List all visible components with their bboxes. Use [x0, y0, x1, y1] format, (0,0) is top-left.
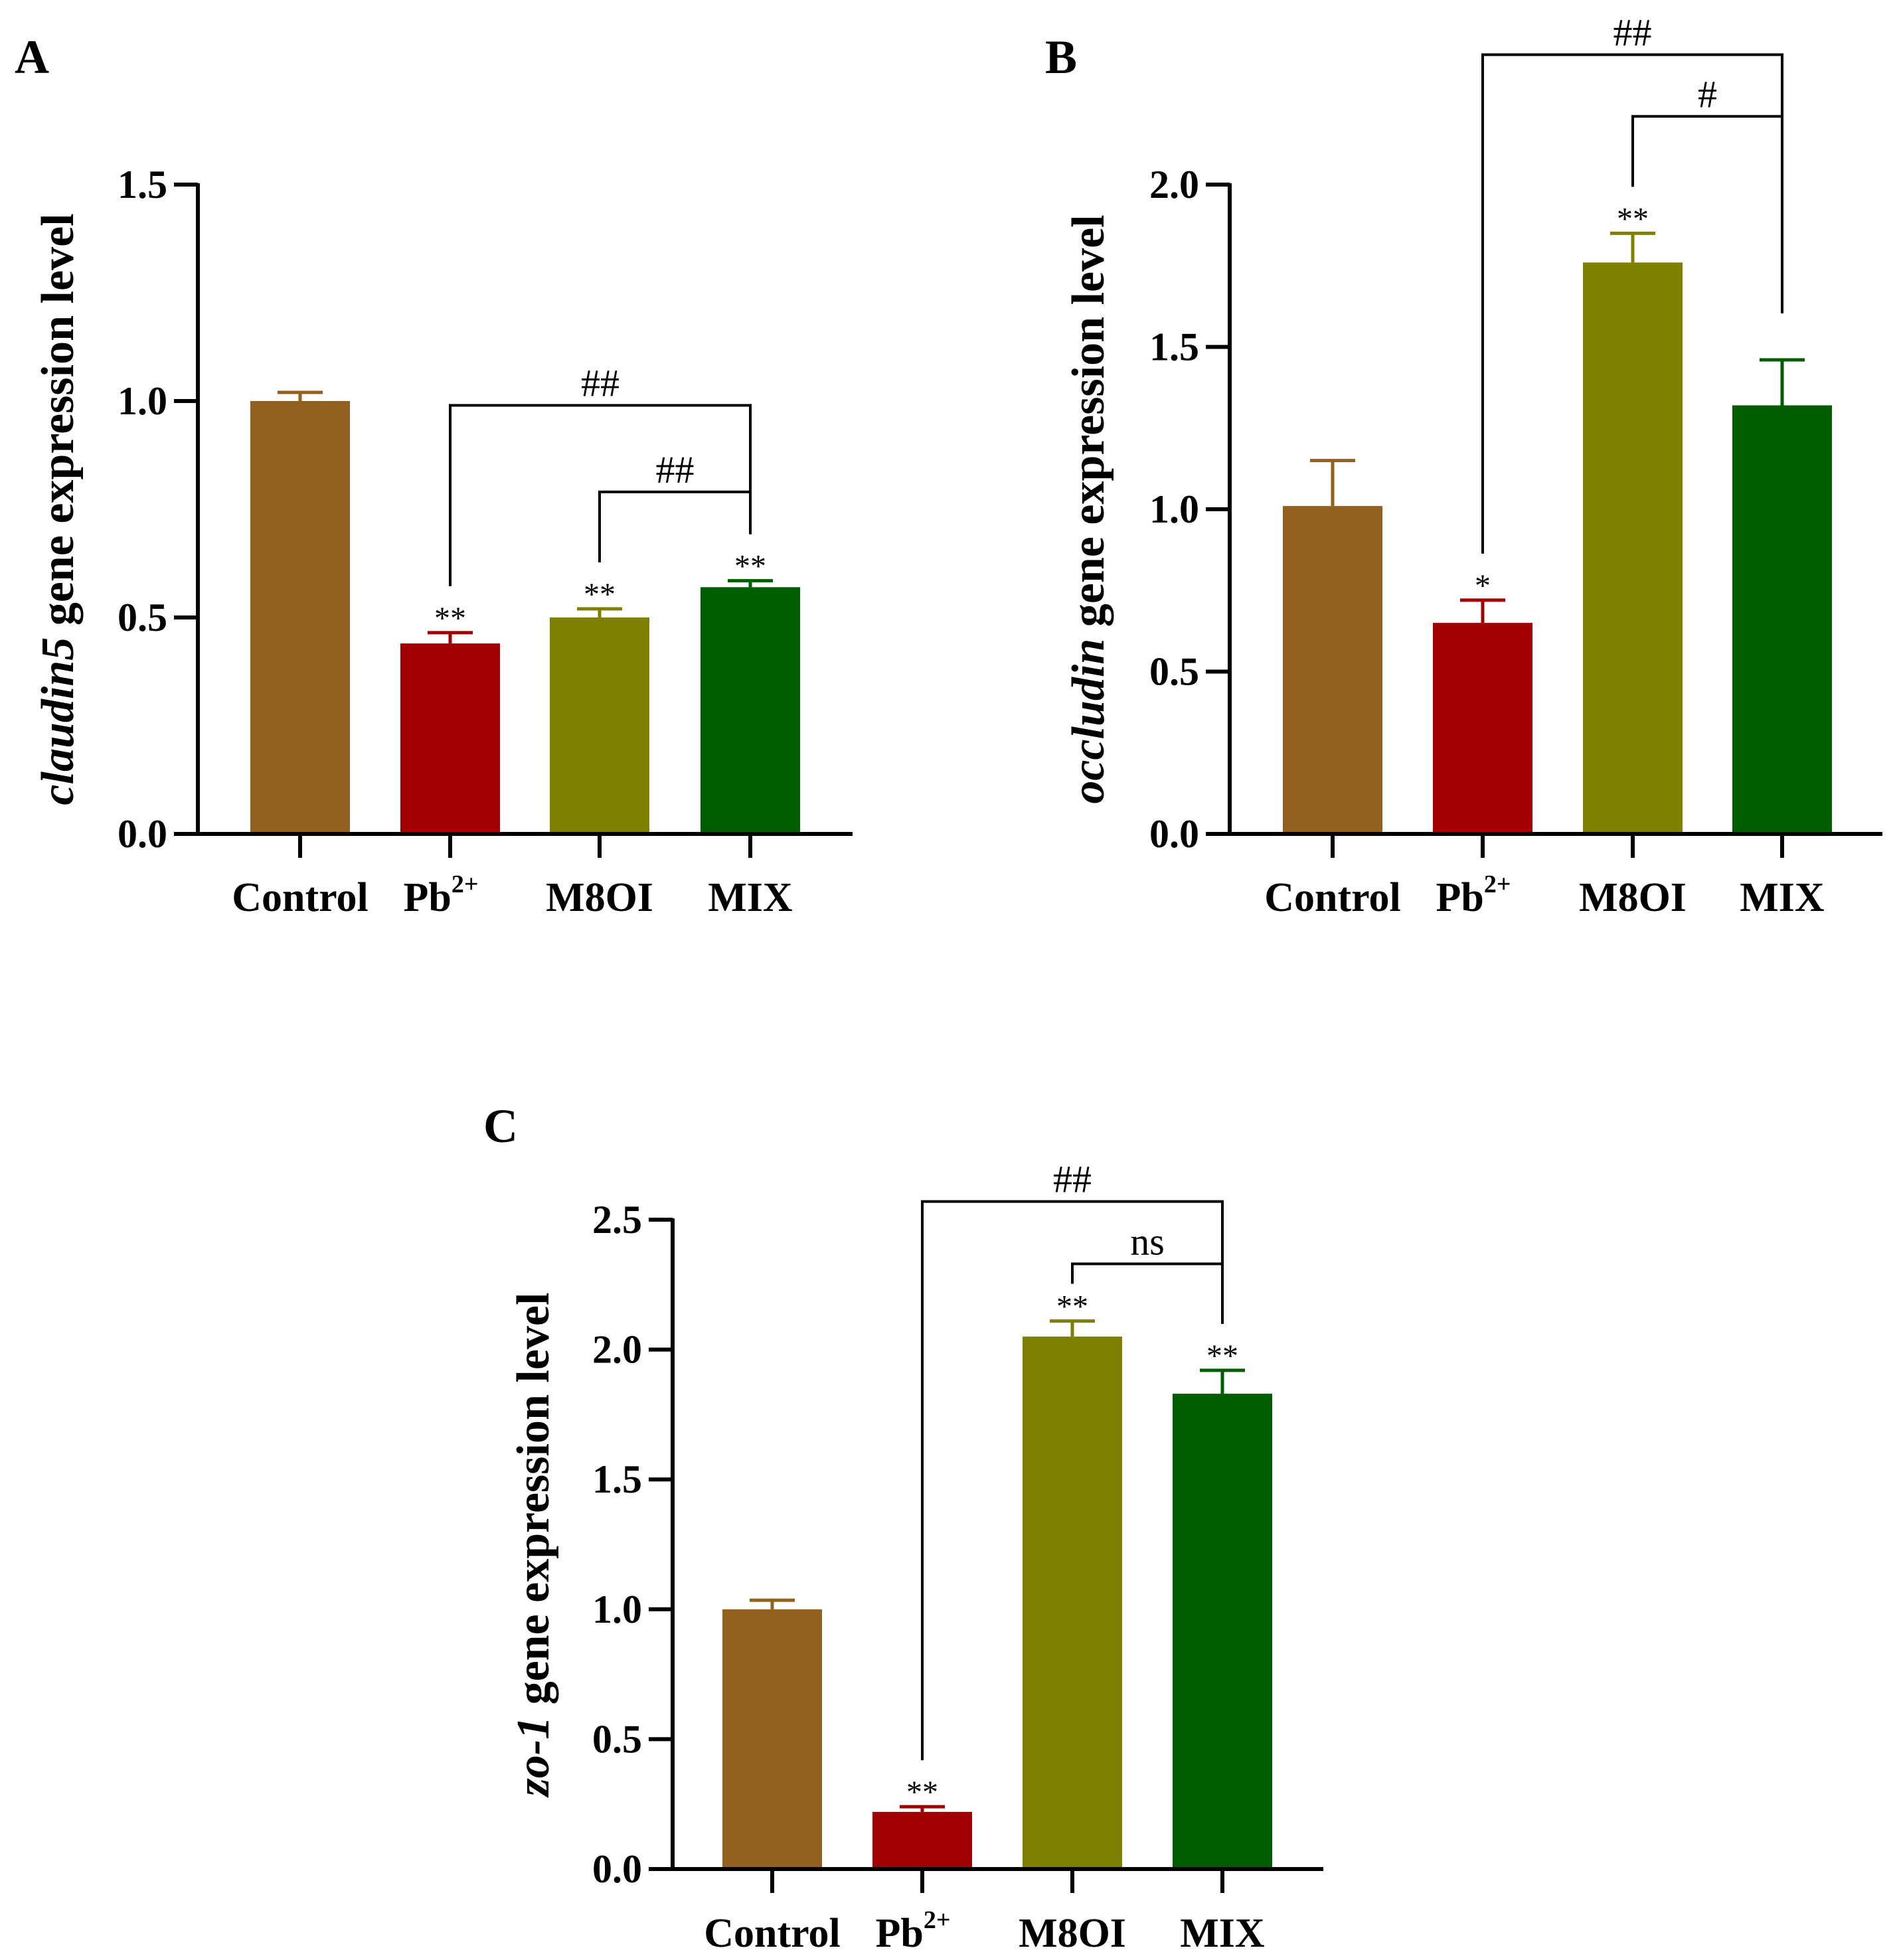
panel-c-letter: C: [483, 1100, 518, 1153]
panel-c-category-label-control: Control: [704, 1911, 841, 1956]
panel-c-category-text: Pb: [875, 1911, 923, 1956]
panel-b-category-label-mix: MIX: [1740, 875, 1825, 920]
panel-b-comparison-label-1: ##: [1613, 11, 1652, 54]
panel-b-comparison-label-2: #: [1698, 72, 1717, 116]
panel-c-bar-m8oi: [1023, 1337, 1122, 1869]
panel-b-y-tick-label: 1.0: [1149, 487, 1199, 531]
panel-b-y-tick-label: 0.0: [1149, 812, 1199, 856]
panel-a-y-tick-label: 0.5: [118, 596, 167, 639]
panel-a-y-tick-label: 0.0: [118, 812, 167, 856]
panel-a-category-text: M8OI: [546, 875, 653, 920]
panel-b-category-label-pb: Pb2+: [1436, 870, 1511, 920]
panel-c-category-superscript: 2+: [924, 1906, 951, 1934]
panel-a-y-tick-label: 1.0: [118, 379, 167, 423]
panel-b-bar-control: [1283, 506, 1382, 834]
panel-a-category-text: Pb: [403, 875, 451, 920]
panel-c-comparison-label-1: ##: [1053, 1158, 1092, 1201]
panel-c-y-tick-label: 1.5: [592, 1457, 642, 1501]
panel-c-y-axis-label: zo-1 gene expression level: [508, 1293, 559, 1798]
panel-b-y-tick-label: 0.5: [1149, 650, 1199, 694]
panel-a-bar-pb: [400, 643, 500, 834]
panel-b-category-superscript: 2+: [1484, 870, 1511, 898]
panel-a-category-label-mix: MIX: [708, 875, 793, 920]
panel-c-comparison-bracket-2: [1071, 1262, 1224, 1324]
panel-c-y-tick-label: 1.0: [592, 1588, 642, 1631]
panel-b-bar-m8oi: [1583, 262, 1683, 834]
panel-c-bar-pb: [872, 1811, 972, 1869]
panel-b-significance-pb: *: [1475, 568, 1491, 604]
panel-b-bar-mix: [1732, 405, 1832, 834]
panel-b-category-text: Pb: [1436, 875, 1483, 920]
panel-c-significance-mix: **: [1206, 1339, 1238, 1374]
panel-a-bar-m8oi: [550, 617, 649, 834]
panel-a-significance-mix: **: [734, 549, 766, 584]
panel-a-comparison-bracket-1: [449, 404, 752, 586]
panel-a-significance-pb: **: [434, 601, 466, 636]
panel-c-significance-m8oi: **: [1056, 1289, 1088, 1325]
panel-c-category-label-m8oi: M8OI: [1019, 1911, 1126, 1956]
panel-b-bar-pb: [1433, 623, 1532, 834]
panel-a-significance-m8oi: **: [584, 577, 616, 612]
panel-c-category-text: Control: [704, 1911, 841, 1956]
panel-a-comparison-label-2: ##: [656, 448, 695, 491]
panel-c-y-tick-label: 2.0: [592, 1328, 642, 1372]
panel-c-bar-mix: [1173, 1394, 1272, 1869]
panel-b-category-text: MIX: [1740, 875, 1825, 920]
panel-a-y-axis-label-text: gene expression level: [33, 213, 84, 637]
panel-b-category-text: M8OI: [1579, 875, 1687, 920]
panel-b-category-label-m8oi: M8OI: [1579, 875, 1687, 920]
panel-b-y-axis-label-text: gene expression level: [1063, 214, 1114, 638]
panel-b-category-text: Control: [1264, 875, 1401, 920]
panel-b-y-tick-label: 2.0: [1149, 163, 1199, 206]
panel-a-y-axis-label: claudin5 gene expression level: [33, 213, 84, 805]
panel-a-category-label-control: Control: [232, 875, 369, 920]
panel-b-y-axis-gene-name: occludin: [1063, 639, 1114, 804]
panel-a-category-text: Control: [232, 875, 369, 920]
panel-a-bar-control: [250, 401, 350, 834]
panel-c-category-label-mix: MIX: [1180, 1911, 1265, 1956]
panel-a-category-label-m8oi: M8OI: [546, 875, 653, 920]
panel-a-y-tick-label: 1.5: [118, 163, 167, 206]
panel-a-category-text: MIX: [708, 875, 793, 920]
panel-c-significance-pb: **: [906, 1775, 938, 1810]
panel-a-comparison-bracket-2: [598, 490, 752, 562]
panel-c-category-label-pb: Pb2+: [875, 1906, 950, 1956]
panel-c-category-text: MIX: [1180, 1911, 1265, 1956]
panel-a-letter: A: [15, 31, 49, 84]
panel-c-y-tick-label: 2.5: [592, 1198, 642, 1242]
panel-a-bar-mix: [701, 587, 800, 834]
panel-c-comparison-label-2: ns: [1130, 1220, 1165, 1264]
panel-a-category-superscript: 2+: [452, 870, 479, 898]
panel-c-y-axis-gene-name: zo-1: [508, 1716, 559, 1798]
panel-b-comparison-bracket-2: [1631, 115, 1783, 314]
panel-b-significance-m8oi: **: [1617, 201, 1649, 236]
panel-c-y-axis-label-text: gene expression level: [508, 1293, 559, 1716]
panel-b-y-axis-label: occludin gene expression level: [1063, 214, 1114, 803]
panel-b-y-tick-label: 1.5: [1149, 325, 1199, 369]
panel-a-category-label-pb: Pb2+: [403, 870, 478, 920]
panel-b-letter: B: [1045, 31, 1077, 84]
panel-c-bar-control: [722, 1609, 822, 1869]
panel-b-category-label-control: Control: [1264, 875, 1401, 920]
panel-c-y-tick-label: 0.5: [592, 1717, 642, 1761]
panel-a-y-axis-gene-name: claudin5: [33, 637, 84, 805]
panel-c-category-text: M8OI: [1019, 1911, 1126, 1956]
panel-c-y-tick-label: 0.0: [592, 1847, 642, 1891]
panel-c-chart: Czo-1 gene expression level ** ** ** 0.0 0.5 1…: [483, 1100, 1323, 1956]
panel-a-comparison-label-1: ##: [581, 362, 619, 405]
